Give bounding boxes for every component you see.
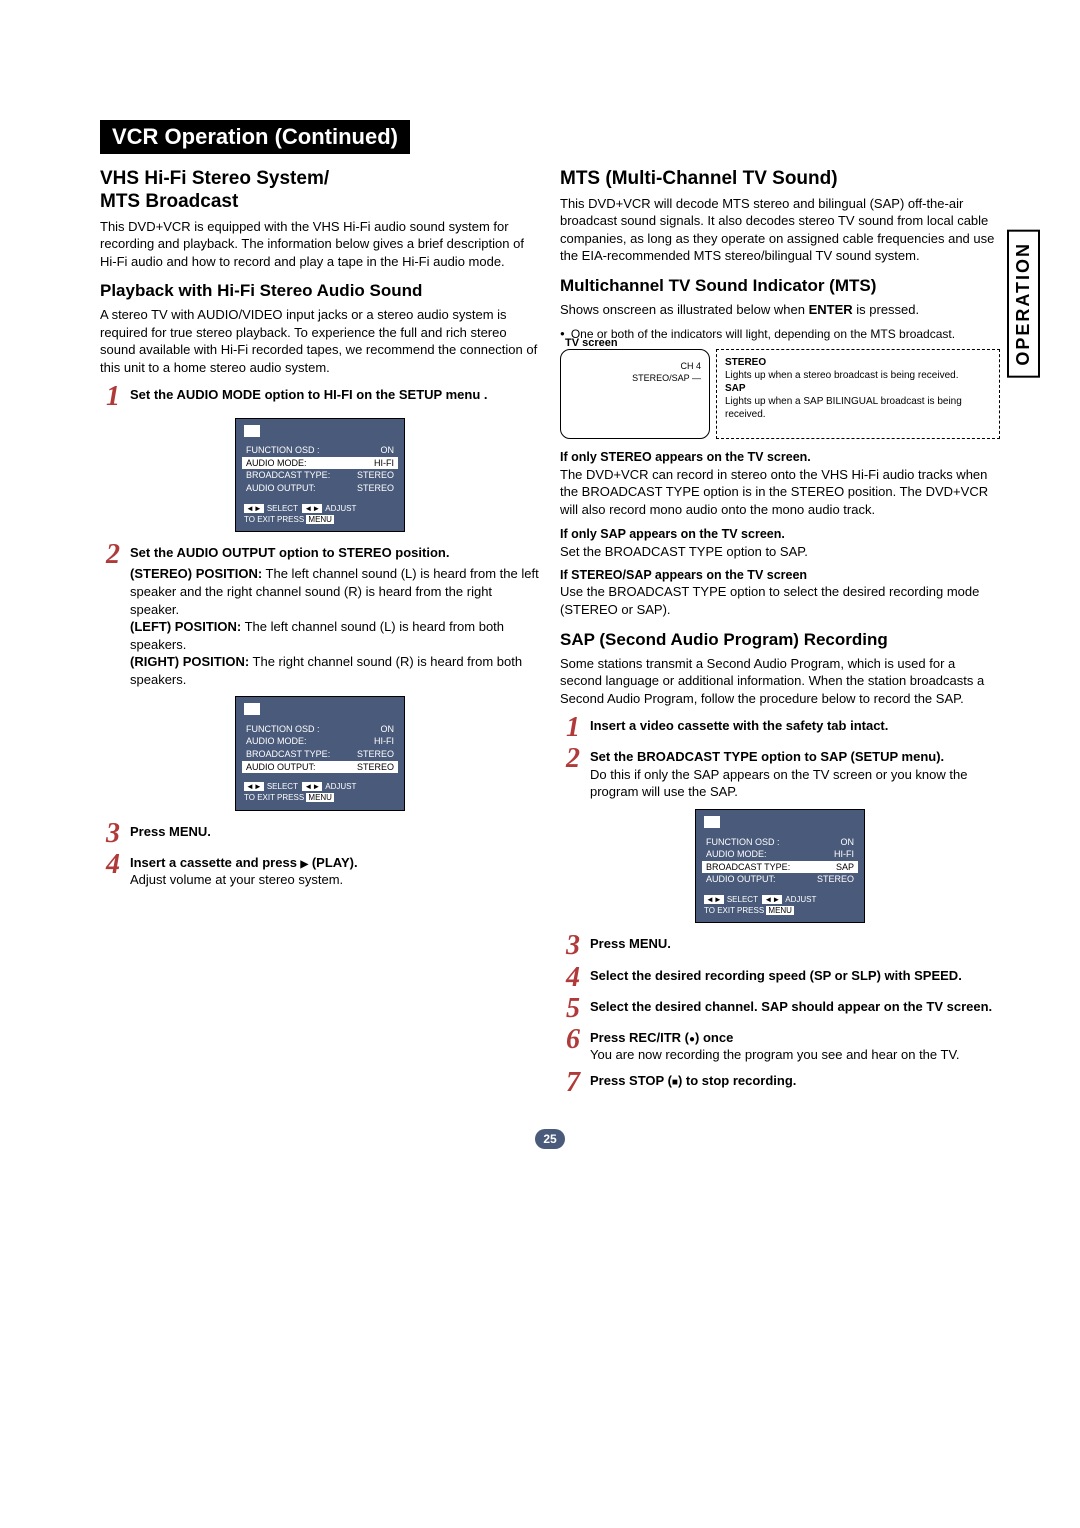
sap-desc: Lights up when a SAP BILINGUAL broadcast… <box>725 396 962 420</box>
osd2-row4-highlight: AUDIO OUTPUT:STEREO <box>242 761 398 774</box>
osd3-row4: AUDIO OUTPUT:STEREO <box>704 873 856 886</box>
page-number: 25 <box>535 1129 565 1149</box>
rstep-1: 1 Insert a video cassette with the safet… <box>566 715 1000 740</box>
osd3-footer: ◄►SELECT ◄►ADJUST TO EXIT PRESS MENU <box>704 894 856 916</box>
playback-para: A stereo TV with AUDIO/VIDEO input jacks… <box>100 306 540 376</box>
step-3: 3 Press MENU. <box>106 821 540 846</box>
rstep-2-body: Set the BROADCAST TYPE option to SAP (SE… <box>590 746 1000 801</box>
heading-playback: Playback with Hi-Fi Stereo Audio Sound <box>100 280 540 303</box>
sap-label: SAP <box>725 383 746 394</box>
stereo-desc: Lights up when a stereo broadcast is bei… <box>725 370 958 381</box>
osd3-row2: AUDIO MODE:HI-FI <box>704 848 856 861</box>
step-4: 4 Insert a cassette and press (PLAY). Ad… <box>106 852 540 889</box>
osd1-row4: AUDIO OUTPUT:STEREO <box>244 482 396 495</box>
page: VCR Operation (Continued) OPERATION VHS … <box>0 0 1080 1209</box>
rstep-6-body: Press REC/ITR () once You are now record… <box>590 1027 1000 1064</box>
step-num-3: 3 <box>106 821 130 846</box>
heading-mts-indicator: Multichannel TV Sound Indicator (MTS) <box>560 275 1000 298</box>
tv-ch-line: CH 4 <box>569 360 701 372</box>
osd-screenshot-1: FUNCTION OSD :ON AUDIO MODE:HI-FI BROADC… <box>235 418 405 532</box>
right-column: MTS (Multi-Channel TV Sound) This DVD+VC… <box>560 168 1000 1099</box>
sub-only-stereo: If only STEREO appears on the TV screen. <box>560 449 1000 466</box>
left-position-note: (LEFT) POSITION: The left channel sound … <box>130 618 540 653</box>
sap-recording-para: Some stations transmit a Second Audio Pr… <box>560 655 1000 708</box>
tv-screen-diagram: TV screen CH 4 STEREO/SAP — STEREO Light… <box>560 349 1000 439</box>
heading-line1: VHS Hi-Fi Stereo System/ <box>100 168 329 189</box>
heading-sap-recording: SAP (Second Audio Program) Recording <box>560 629 1000 652</box>
step-4-body: Insert a cassette and press (PLAY). Adju… <box>130 852 540 889</box>
heading-vhs-hifi: VHS Hi-Fi Stereo System/ MTS Broadcast <box>100 168 540 214</box>
tv-stereo-sap-line: STEREO/SAP — <box>569 372 701 384</box>
tv-screen-box: TV screen CH 4 STEREO/SAP — <box>560 349 710 439</box>
osd1-footer: ◄►SELECT ◄►ADJUST TO EXIT PRESS MENU <box>244 503 396 525</box>
rstep-1-body: Insert a video cassette with the safety … <box>590 715 1000 740</box>
rstep-4-body: Select the desired recording speed (SP o… <box>590 965 1000 990</box>
rstep-7-body: Press STOP () to stop recording. <box>590 1070 1000 1095</box>
only-stereo-para: The DVD+VCR can record in stereo onto th… <box>560 466 1000 519</box>
step-1: 1 Set the AUDIO MODE option to HI-FI on … <box>106 384 540 409</box>
step-2: 2 Set the AUDIO OUTPUT option to STEREO … <box>106 542 540 688</box>
rstep-num-1: 1 <box>566 715 590 740</box>
stereo-position-note: (STEREO) POSITION: The left channel soun… <box>130 565 540 618</box>
osd2-row1: FUNCTION OSD :ON <box>244 723 396 736</box>
rstep-num-5: 5 <box>566 996 590 1021</box>
section-title: VCR Operation (Continued) <box>100 120 410 154</box>
only-sap-para: Set the BROADCAST TYPE option to SAP. <box>560 543 1000 561</box>
mts-para: This DVD+VCR will decode MTS stereo and … <box>560 195 1000 265</box>
osd2-footer: ◄►SELECT ◄►ADJUST TO EXIT PRESS MENU <box>244 781 396 803</box>
two-column-layout: VHS Hi-Fi Stereo System/ MTS Broadcast T… <box>100 168 1000 1099</box>
rstep-num-6: 6 <box>566 1027 590 1064</box>
rstep-num-2: 2 <box>566 746 590 801</box>
sub-only-sap: If only SAP appears on the TV screen. <box>560 526 1000 543</box>
indicator-info-box: STEREO Lights up when a stereo broadcast… <box>716 349 1000 439</box>
step-num-1: 1 <box>106 384 130 409</box>
rstep-7: 7 Press STOP () to stop recording. <box>566 1070 1000 1095</box>
stereo-label: STEREO <box>725 357 766 368</box>
step-3-body: Press MENU. <box>130 821 540 846</box>
sub-stereo-sap: If STEREO/SAP appears on the TV screen <box>560 567 1000 584</box>
rstep-5-body: Select the desired channel. SAP should a… <box>590 996 1000 1021</box>
rstep-3-body: Press MENU. <box>590 933 1000 958</box>
stereo-sap-para: Use the BROADCAST TYPE option to select … <box>560 583 1000 618</box>
osd3-row3-highlight: BROADCAST TYPE:SAP <box>702 861 858 874</box>
mts-indicator-para: Shows onscreen as illustrated below when… <box>560 301 1000 319</box>
rstep-4: 4 Select the desired recording speed (SP… <box>566 965 1000 990</box>
step-1-body: Set the AUDIO MODE option to HI-FI on th… <box>130 384 540 409</box>
osd-icon <box>244 703 260 715</box>
step-num-2: 2 <box>106 542 130 688</box>
osd-screenshot-2: FUNCTION OSD :ON AUDIO MODE:HI-FI BROADC… <box>235 696 405 810</box>
side-tab-operation: OPERATION <box>1007 230 1040 378</box>
bullet-indicators: One or both of the indicators will light… <box>560 326 1000 342</box>
step-num-4: 4 <box>106 852 130 889</box>
heading-line2: MTS Broadcast <box>100 191 238 212</box>
osd2-row2: AUDIO MODE:HI-FI <box>244 735 396 748</box>
right-position-note: (RIGHT) POSITION: The right channel soun… <box>130 653 540 688</box>
rstep-5: 5 Select the desired channel. SAP should… <box>566 996 1000 1021</box>
rstep-2: 2 Set the BROADCAST TYPE option to SAP (… <box>566 746 1000 801</box>
osd1-row3: BROADCAST TYPE:STEREO <box>244 469 396 482</box>
osd1-row1: FUNCTION OSD :ON <box>244 444 396 457</box>
left-column: VHS Hi-Fi Stereo System/ MTS Broadcast T… <box>100 168 540 1099</box>
rstep-6: 6 Press REC/ITR () once You are now reco… <box>566 1027 1000 1064</box>
intro-para: This DVD+VCR is equipped with the VHS Hi… <box>100 218 540 271</box>
step-2-body: Set the AUDIO OUTPUT option to STEREO po… <box>130 542 540 688</box>
osd1-row2-highlight: AUDIO MODE:HI-FI <box>242 457 398 470</box>
osd2-row3: BROADCAST TYPE:STEREO <box>244 748 396 761</box>
osd3-row1: FUNCTION OSD :ON <box>704 836 856 849</box>
osd-screenshot-3: FUNCTION OSD :ON AUDIO MODE:HI-FI BROADC… <box>695 809 865 923</box>
rstep-num-4: 4 <box>566 965 590 990</box>
rstep-num-7: 7 <box>566 1070 590 1095</box>
rstep-num-3: 3 <box>566 933 590 958</box>
tv-screen-label: TV screen <box>565 336 618 351</box>
osd-icon <box>704 816 720 828</box>
heading-mts: MTS (Multi-Channel TV Sound) <box>560 168 1000 191</box>
osd-icon <box>244 425 260 437</box>
rstep-3: 3 Press MENU. <box>566 933 1000 958</box>
